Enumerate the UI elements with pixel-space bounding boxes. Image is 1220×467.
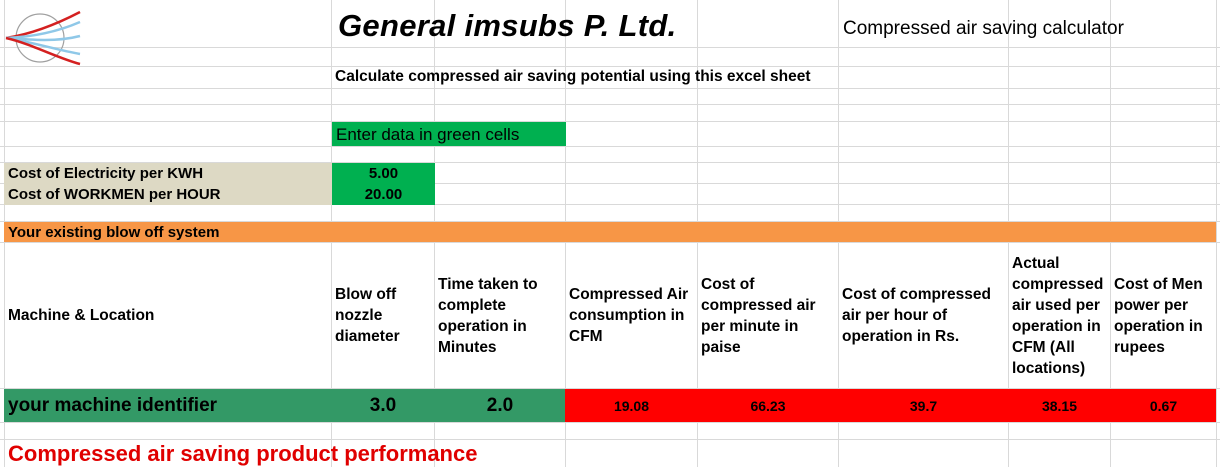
time-minutes-cell[interactable]: 2.0 [486, 394, 514, 416]
electricity-cost-input[interactable]: 5.00 [368, 165, 399, 182]
column-header-cfm: Compressed Air consumption in CFM [569, 286, 689, 345]
gridline [0, 204, 1220, 205]
result-row-background [565, 389, 1216, 422]
workmen-cost-label: Cost of WORKMEN per HOUR [8, 186, 221, 203]
gridline [0, 439, 1220, 440]
existing-system-label: Your existing blow off system [8, 224, 220, 241]
calculator-title: Compressed air saving calculator [843, 18, 1124, 39]
cost-per-minute-cell: 66.23 [750, 397, 786, 414]
green-hint-text: Enter data in green cells [336, 125, 520, 144]
instruction-text: Calculate compressed air saving potentia… [335, 68, 811, 85]
product-performance-heading: Compressed air saving product performanc… [8, 441, 478, 466]
gridline [0, 388, 1220, 389]
column-header-men-power: Cost of Men power per operation in rupee… [1114, 275, 1203, 356]
gridline [0, 162, 1220, 163]
company-logo-icon [5, 10, 81, 66]
column-header-nozzle: Blow off nozzle diameter [335, 286, 400, 345]
nozzle-diameter-cell[interactable]: 3.0 [369, 394, 397, 416]
company-title: General imsubs P. Ltd. [338, 8, 677, 43]
green-hint-cell [332, 122, 566, 146]
gridline [0, 66, 1220, 67]
workmen-cost-input[interactable]: 20.00 [364, 186, 403, 203]
gridline [0, 221, 1220, 222]
cost-per-hour-cell: 39.7 [909, 397, 938, 414]
input-value-block [332, 163, 435, 205]
gridline [0, 104, 1220, 105]
men-power-cost-cell: 0.67 [1149, 397, 1178, 414]
input-label-block [4, 163, 332, 205]
column-header-cost-minute: Cost of compressed air per minute in pai… [701, 275, 816, 356]
column-header-machine: Machine & Location [8, 307, 155, 324]
existing-system-bar [4, 222, 1216, 242]
column-header-actual-cfm: Actual compressed air used per operation… [1012, 254, 1104, 377]
gridline [0, 88, 1220, 89]
column-header-time: Time taken to complete operation in Minu… [438, 275, 538, 356]
gridline [1216, 0, 1217, 467]
input-row-background [4, 389, 565, 422]
gridline [0, 242, 1220, 243]
actual-cfm-cell: 38.15 [1041, 397, 1078, 414]
gridline [0, 121, 1220, 122]
electricity-cost-label: Cost of Electricity per KWH [8, 165, 204, 182]
gridline [0, 422, 1220, 423]
cfm-cell: 19.08 [613, 397, 650, 414]
gridline [0, 183, 1220, 184]
machine-identifier-cell[interactable]: your machine identifier [8, 394, 218, 416]
column-header-cost-hour: Cost of compressed air per hour of opera… [842, 286, 992, 345]
gridline [0, 47, 1220, 48]
gridline [0, 146, 1220, 147]
